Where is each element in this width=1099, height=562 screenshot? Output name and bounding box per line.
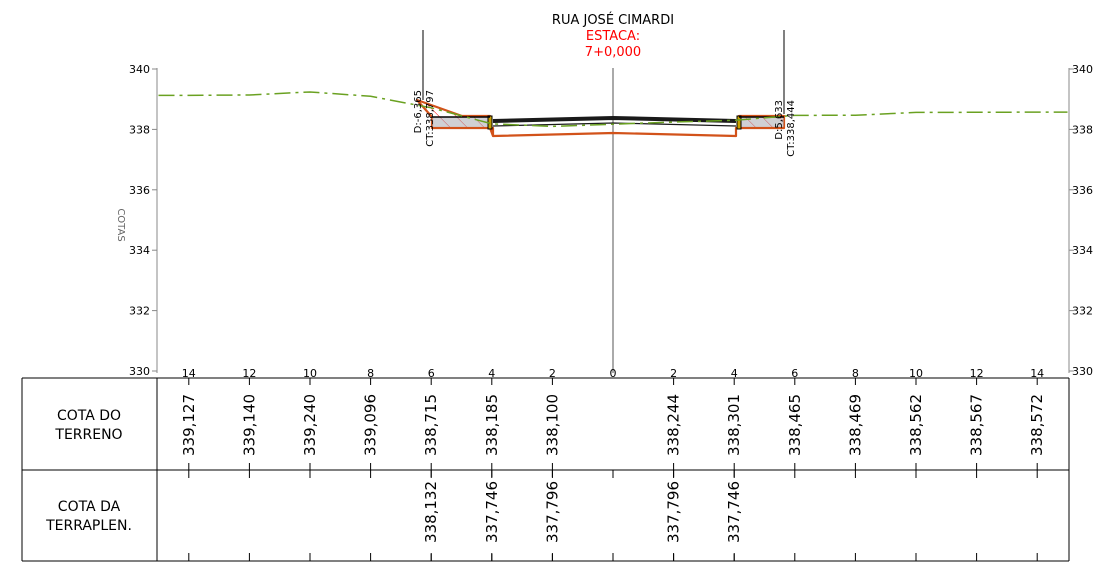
x-tick-label: 10: [303, 367, 317, 380]
y-tick-label-left: 334: [129, 244, 150, 257]
terreno-value: 338,469: [846, 394, 864, 456]
x-tick-label: 10: [909, 367, 923, 380]
right-elevation-label: CT:338,444: [786, 100, 797, 157]
left-elevation-label: CT:338,797: [425, 90, 436, 147]
x-tick-label: 8: [367, 367, 374, 380]
x-tick-label: 14: [1030, 367, 1044, 380]
station-label: ESTACA:: [586, 29, 640, 44]
x-tick-label: 12: [242, 367, 256, 380]
terraplen-value: 337,746: [483, 481, 501, 543]
terraplen-value: 337,796: [665, 481, 683, 543]
row1-label-line1: COTA DO: [57, 408, 121, 424]
terraplen-value: 337,746: [725, 481, 743, 543]
y-axis-label: COTAS: [115, 208, 126, 241]
terreno-value: 338,301: [725, 394, 743, 456]
y-tick-label-right: 340: [1072, 63, 1093, 76]
terreno-value: 338,100: [543, 394, 561, 456]
y-tick-label-left: 336: [129, 184, 150, 197]
y-tick-label-left: 338: [129, 123, 150, 136]
right-offset-label: D:5,633: [774, 100, 785, 140]
x-tick-label: 4: [731, 367, 738, 380]
y-tick-label-right: 338: [1072, 123, 1093, 136]
station-value: 7+0,000: [585, 45, 641, 60]
x-tick-label: 6: [791, 367, 798, 380]
terraplen-value: 337,796: [543, 481, 561, 543]
terreno-value: 338,572: [1028, 394, 1046, 456]
left-offset-label: D:-6,365: [413, 90, 424, 133]
pavement-surface: [492, 115, 737, 123]
terreno-value: 338,465: [786, 394, 804, 456]
earthwork-section: [415, 98, 786, 138]
pavement-base: [492, 122, 737, 127]
terreno-value: 339,096: [362, 394, 380, 456]
y-tick-label-right: 336: [1072, 184, 1093, 197]
y-tick-label-right: 332: [1072, 305, 1093, 318]
x-axis-ticks: 14 12 10 8 6 4 2 0 2 4 6 8 10 12 14: [182, 367, 1044, 561]
terreno-value: 338,715: [422, 394, 440, 456]
terreno-value: 339,240: [301, 394, 319, 456]
row1-label-line2: TERRENO: [54, 427, 122, 443]
data-table: COTA DO TERRENO COTA DA TERRAPLEN. 14 12 1…: [21, 367, 1070, 562]
x-tick-label: 4: [488, 367, 495, 380]
terreno-value: 338,185: [483, 394, 501, 456]
y-axis-ticks: 340 340 338 338 336 336 334 334 332 332 330 330: [129, 63, 1093, 378]
x-tick-label: 14: [182, 367, 196, 380]
terreno-value: 338,244: [665, 394, 683, 456]
terreno-value: 338,562: [907, 394, 925, 456]
street-title: RUA JOSÉ CIMARDI: [552, 12, 674, 28]
x-tick-label: 6: [428, 367, 435, 380]
x-tick-label: 0: [610, 367, 617, 380]
y-tick-label-left: 332: [129, 305, 150, 318]
y-tick-label-left: 330: [129, 365, 150, 378]
row2-label-line1: COTA DA: [58, 499, 121, 515]
terreno-value: 339,140: [240, 394, 258, 456]
left-sidewalk: [432, 117, 490, 127]
x-tick-label: 12: [970, 367, 984, 380]
terraplen-values: 338,132 337,746 337,796 337,796 337,746: [422, 470, 743, 561]
terrain-line: [158, 91, 1068, 128]
y-tick-label-left: 340: [129, 63, 150, 76]
row2-label-line2: TERRAPLEN.: [45, 518, 132, 534]
y-tick-label-right: 330: [1072, 365, 1093, 378]
terreno-value: 338,567: [968, 394, 986, 456]
x-tick-label: 8: [852, 367, 859, 380]
x-tick-label: 2: [670, 367, 677, 380]
y-tick-label-right: 334: [1072, 244, 1093, 257]
right-curb: [736, 115, 742, 130]
terreno-values: 339,127 339,140 339,240 339,096 338,715 338,1…: [180, 378, 1046, 470]
x-tick-label: 2: [549, 367, 556, 380]
terreno-value: 339,127: [180, 394, 198, 456]
terraplen-value: 338,132: [422, 481, 440, 543]
